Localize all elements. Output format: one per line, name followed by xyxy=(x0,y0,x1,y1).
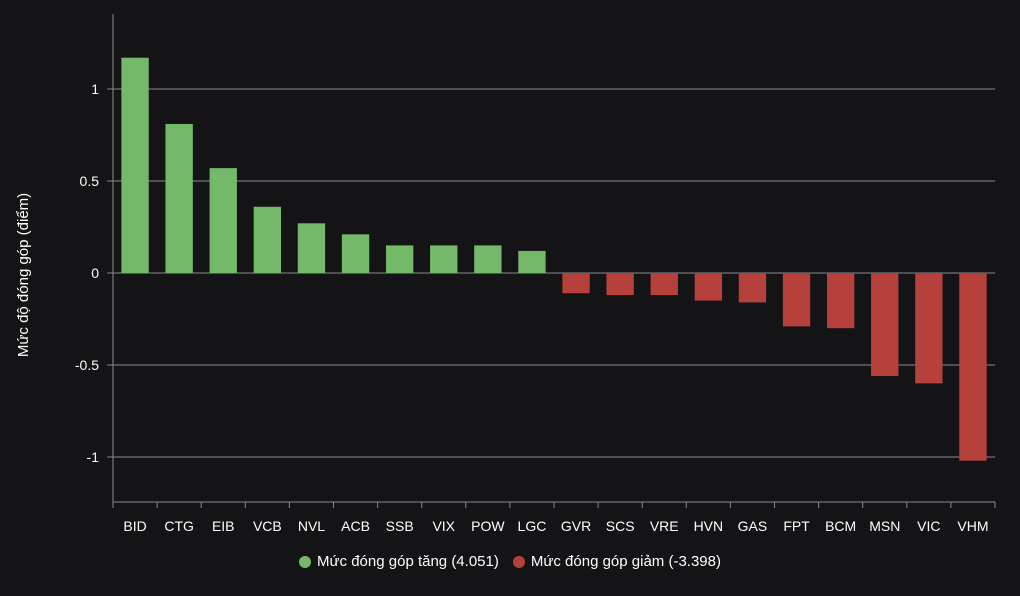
y-tick-label: 0 xyxy=(91,265,99,281)
bar-lgc xyxy=(518,250,546,273)
x-tick-label: VCB xyxy=(253,518,282,534)
x-tick-label: CTG xyxy=(164,518,194,534)
x-tick-label: VIX xyxy=(432,518,455,534)
x-tick-label: BCM xyxy=(825,518,856,534)
legend-dot-increase xyxy=(299,555,312,568)
bar-vic xyxy=(915,273,943,384)
x-tick-label: POW xyxy=(471,518,505,534)
legend-label-decrease: Mức đóng góp giảm (-3.398) xyxy=(530,553,721,570)
x-tick-label: FPT xyxy=(783,518,810,534)
bar-vhm xyxy=(959,273,987,461)
y-tick-label: -1 xyxy=(87,449,100,465)
bar-bid xyxy=(121,57,149,273)
x-tick-label: NVL xyxy=(298,518,325,534)
x-tick-label: HVN xyxy=(694,518,724,534)
y-tick-label: 1 xyxy=(91,81,99,97)
bar-scs xyxy=(606,273,634,296)
bar-vix xyxy=(430,245,458,273)
bar-fpt xyxy=(782,273,811,327)
bar-msn xyxy=(871,273,899,377)
x-tick-label: GVR xyxy=(561,518,591,534)
bar-eib xyxy=(209,168,237,273)
legend-item-decrease[interactable]: Mức đóng góp giảm (-3.398) xyxy=(512,553,721,570)
x-tick-label: GAS xyxy=(738,518,768,534)
y-tick-label: -0.5 xyxy=(75,357,99,373)
x-tick-label: VIC xyxy=(917,518,940,534)
x-tick-label: ACB xyxy=(341,518,370,534)
x-tick-label: VHM xyxy=(957,518,988,534)
bar-layer xyxy=(121,57,987,461)
axis-layer: 1 0.5 0 -0.5 -1 BID CTG EIB VCB NVL ACB SSB VIX POW LG… xyxy=(75,14,996,534)
bar-gvr xyxy=(562,273,590,294)
bar-ctg xyxy=(165,123,193,274)
bar-bcm xyxy=(826,273,855,329)
bar-gas xyxy=(738,273,767,303)
bar-vcb xyxy=(253,206,282,273)
bar-chart: 1 0.5 0 -0.5 -1 BID CTG EIB VCB NVL ACB SSB VIX POW LG… xyxy=(15,14,996,534)
bar-hvn xyxy=(694,273,723,301)
bar-acb xyxy=(341,234,370,273)
bar-vre xyxy=(650,273,678,296)
y-axis-title: Mức độ đóng góp (điểm) xyxy=(15,193,32,357)
x-tick-label: MSN xyxy=(869,518,900,534)
legend-item-increase[interactable]: Mức đóng góp tăng (4.051) xyxy=(299,553,499,570)
bar-ssb xyxy=(385,245,414,273)
x-tick-label: SCS xyxy=(606,518,635,534)
legend-dot-decrease xyxy=(512,555,525,568)
bar-nvl xyxy=(297,223,326,273)
bar-pow xyxy=(474,245,502,273)
legend-label-increase: Mức đóng góp tăng (4.051) xyxy=(317,553,499,570)
legend: Mức đóng góp tăng (4.051) Mức đóng góp g… xyxy=(0,553,1020,570)
x-tick-label: VRE xyxy=(650,518,679,534)
x-tick-label: SSB xyxy=(386,518,414,534)
x-tick-label: EIB xyxy=(212,518,235,534)
x-tick-label: BID xyxy=(123,518,146,534)
grid-layer xyxy=(113,88,995,458)
y-tick-label: 0.5 xyxy=(80,173,100,189)
x-tick-label: LGC xyxy=(518,518,547,534)
